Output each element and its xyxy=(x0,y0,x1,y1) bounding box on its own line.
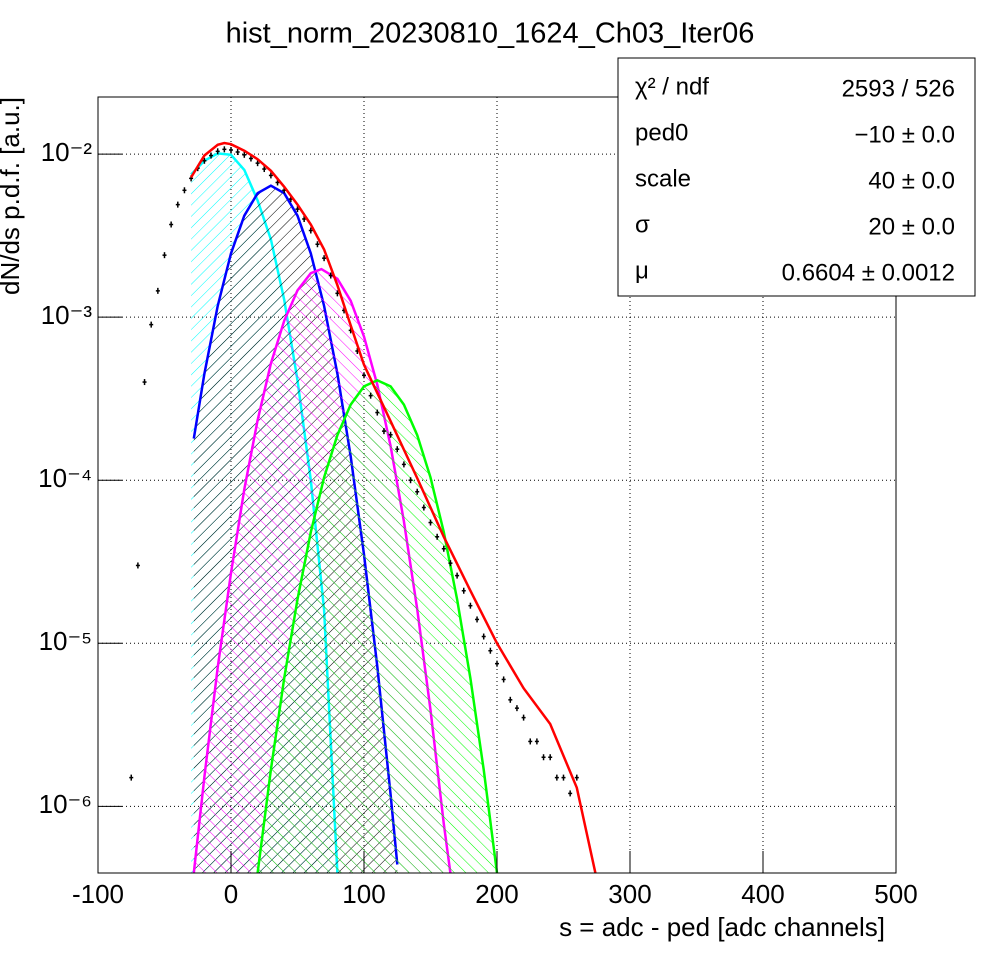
y-tick-label: 10⁻⁴ xyxy=(38,463,92,493)
stat-value: 2593 / 526 xyxy=(842,75,955,102)
x-tick-label: -100 xyxy=(72,879,124,909)
stat-value: 20 ± 0.0 xyxy=(868,213,955,240)
y-tick-label: 10⁻³ xyxy=(41,300,93,330)
chart-title: hist_norm_20230810_1624_Ch03_Iter06 xyxy=(226,18,755,50)
hatched-area xyxy=(257,380,497,873)
stat-name: scale xyxy=(635,165,691,192)
stat-name: σ xyxy=(635,211,650,238)
stat-value: 40 ± 0.0 xyxy=(868,167,955,194)
x-tick-label: 400 xyxy=(741,879,784,909)
x-tick-label: 200 xyxy=(475,879,518,909)
stat-value: 0.6604 ± 0.0012 xyxy=(782,259,955,286)
y-tick-label: 10⁻⁶ xyxy=(39,789,92,819)
fit-curve xyxy=(190,141,597,873)
x-tick-label: 500 xyxy=(874,879,917,909)
plot-area xyxy=(98,97,896,873)
stat-name: μ xyxy=(635,257,649,284)
y-tick-label: 10⁻² xyxy=(41,137,93,167)
x-axis-label: s = adc - ped [adc channels] xyxy=(559,912,885,942)
fit-curve xyxy=(256,378,499,873)
stat-name: ped0 xyxy=(635,119,688,146)
y-axis-label: dN/ds p.d.f. [a.u.] xyxy=(0,97,25,295)
y-tick-label: 10⁻⁵ xyxy=(39,626,92,656)
stats: χ² / ndf 2593 / 526 ped0 −10 ± 0.0 scale 40 ±… xyxy=(635,73,955,286)
stat-value: −10 ± 0.0 xyxy=(854,121,955,148)
stat-name: χ² / ndf xyxy=(635,73,709,100)
stats-box xyxy=(617,57,976,297)
x-tick-label: 0 xyxy=(224,879,238,909)
x-tick-label: 100 xyxy=(342,879,385,909)
x-tick-label: 300 xyxy=(608,879,651,909)
